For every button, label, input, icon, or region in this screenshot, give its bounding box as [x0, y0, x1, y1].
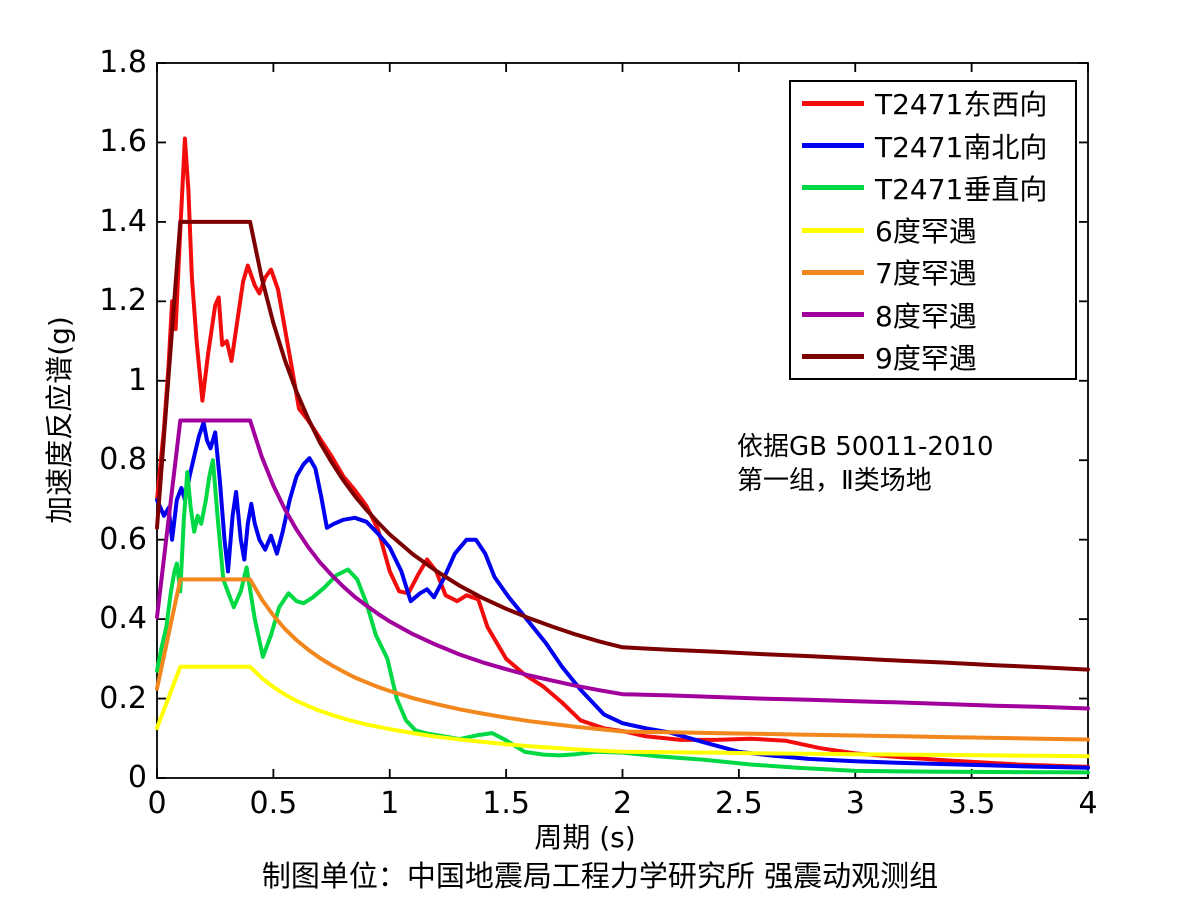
- legend-item: 8度罕遇: [791, 294, 1075, 336]
- x-tick-label: 2.5: [715, 786, 763, 821]
- x-tick-label: 0.5: [249, 786, 298, 821]
- y-tick-label: 1.8: [99, 45, 147, 80]
- legend-swatch-line: [802, 312, 864, 317]
- annotation: 依据GB 50011-2010 第一组，Ⅱ类场地: [737, 430, 994, 498]
- legend-label: 8度罕遇: [875, 299, 977, 333]
- x-tick-label: 1: [380, 786, 400, 821]
- curve-T2471南北向: [155, 420, 1090, 770]
- legend-item: 6度罕遇: [791, 209, 1075, 251]
- y-tick-label: 0.2: [99, 680, 147, 716]
- legend-item: T2471垂直向: [791, 167, 1075, 209]
- x-tick-label: 4: [1078, 786, 1098, 821]
- y-tick-label: 1.2: [99, 283, 147, 319]
- annotation-line-1: 依据GB 50011-2010: [737, 432, 994, 462]
- x-tick-label: 0: [147, 786, 167, 821]
- legend-swatch-line: [802, 143, 864, 148]
- legend-label: T2471南北向: [875, 130, 1048, 164]
- x-tick-label: 3: [845, 786, 865, 821]
- y-tick-label: 0: [127, 760, 147, 795]
- curve-6度罕遇: [155, 664, 1090, 759]
- y-tick-label: 1: [127, 362, 147, 398]
- x-tick-label: 2: [612, 786, 633, 821]
- legend-swatch-line: [802, 100, 864, 106]
- legend: T2471东西向 T2471南北向 T2471垂直向 6度罕遇 7度罕遇 8度罕遇 9度罕遇: [789, 80, 1077, 380]
- legend-item: 9度罕遇: [791, 336, 1075, 378]
- curve-8度罕遇: [155, 418, 1090, 711]
- x-tick-label: 3.5: [947, 786, 996, 821]
- x-tick-label: 1.5: [482, 786, 530, 821]
- curve-T2471垂直向: [155, 458, 1090, 775]
- legend-label: 7度罕遇: [875, 257, 977, 291]
- legend-swatch-line: [802, 269, 864, 275]
- legend-label: 6度罕遇: [875, 215, 977, 248]
- legend-item: T2471东西向: [791, 82, 1075, 124]
- legend-label: T2471东西向: [875, 88, 1048, 122]
- y-axis-label: 加速度反应谱(g): [43, 316, 76, 524]
- legend-swatch-line: [802, 185, 864, 191]
- x-axis-label: 周期 (s): [534, 821, 636, 854]
- y-tick-label: 0.6: [99, 521, 147, 557]
- y-tick-label: 1.6: [99, 124, 147, 160]
- y-tick-label: 1.4: [99, 203, 147, 239]
- legend-swatch-line: [802, 227, 864, 233]
- legend-item: T2471南北向: [791, 125, 1075, 167]
- y-tick-label: 0.4: [99, 601, 147, 637]
- legend-label: 9度罕遇: [875, 341, 977, 375]
- legend-swatch-line: [802, 354, 864, 360]
- legend-label: T2471垂直向: [875, 172, 1048, 206]
- caption: 制图单位：中国地震局工程力学研究所 强震动观测组: [261, 859, 939, 893]
- annotation-line-2: 第一组，Ⅱ类场地: [737, 466, 932, 496]
- curve-9度罕遇: [155, 219, 1090, 672]
- y-tick-label: 0.8: [99, 442, 147, 478]
- curve-7度罕遇: [155, 577, 1090, 742]
- legend-item: 7度罕遇: [791, 251, 1075, 293]
